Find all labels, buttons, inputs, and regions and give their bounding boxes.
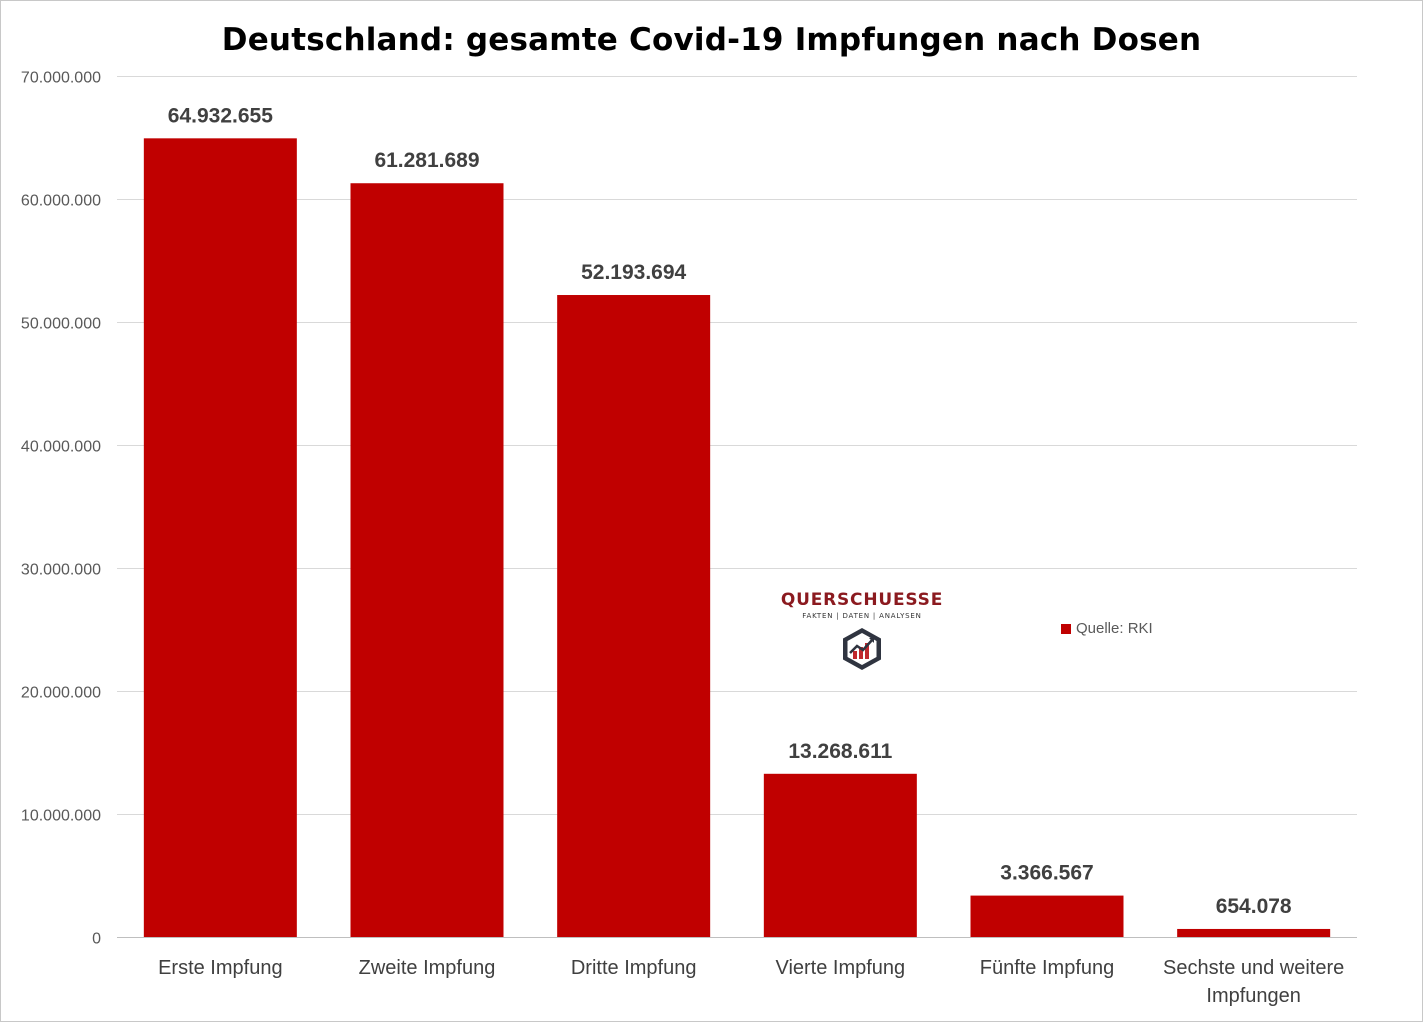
logo-name: QUERSCHUESSE [780, 590, 944, 610]
bar [143, 138, 297, 937]
category-label: Zweite Impfung [359, 957, 496, 979]
category-label: Vierte Impfung [775, 957, 905, 979]
legend-swatch [1061, 623, 1071, 634]
data-label: 64.932.655 [168, 104, 273, 127]
y-tick-label: 30.000.000 [21, 562, 101, 579]
chart-title: Deutschland: gesamte Covid-19 Impfungen … [221, 22, 1202, 58]
gridlines [117, 76, 1357, 938]
y-tick-label: 40.000.000 [21, 439, 101, 456]
bar [350, 183, 504, 937]
data-label: 654.078 [1216, 895, 1292, 918]
bar [1177, 928, 1331, 937]
y-tick-label: 70.000.000 [21, 70, 101, 87]
querschuesse-logo: QUERSCHUESSE FAKTEN | DATEN | ANALYSEN [772, 590, 952, 672]
data-label: 61.281.689 [374, 149, 479, 172]
data-label: 13.268.611 [788, 740, 892, 763]
y-axis-tick-labels: 0 10.000.000 20.000.000 30.000.000 40.000.00… [21, 70, 101, 948]
category-label: Sechste und weitere [1163, 957, 1344, 979]
bar [970, 895, 1124, 937]
data-labels: 64.932.655 61.281.689 52.193.694 13.268.611… [168, 104, 1292, 918]
legend: Quelle: RKI [1061, 620, 1153, 637]
category-label: Fünfte Impfung [980, 957, 1115, 979]
bar [763, 773, 917, 937]
category-label: Erste Impfung [158, 957, 283, 979]
category-label: Dritte Impfung [571, 957, 697, 979]
hexagon-chart-logo-icon [843, 628, 881, 670]
bars [143, 138, 1331, 937]
y-tick-label: 50.000.000 [21, 316, 101, 333]
y-tick-label: 0 [92, 931, 101, 948]
category-labels: Erste Impfung Zweite Impfung Dritte Impfun… [158, 957, 1344, 1007]
y-tick-label: 10.000.000 [21, 808, 101, 825]
logo-tagline: FAKTEN | DATEN | ANALYSEN [802, 612, 922, 620]
legend-label: Quelle: RKI [1076, 620, 1153, 637]
data-label: 52.193.694 [581, 261, 686, 284]
category-label: Impfungen [1206, 985, 1301, 1007]
data-label: 3.366.567 [1000, 862, 1093, 885]
y-tick-label: 20.000.000 [21, 685, 101, 702]
bar [557, 295, 711, 937]
y-tick-label: 60.000.000 [21, 193, 101, 210]
